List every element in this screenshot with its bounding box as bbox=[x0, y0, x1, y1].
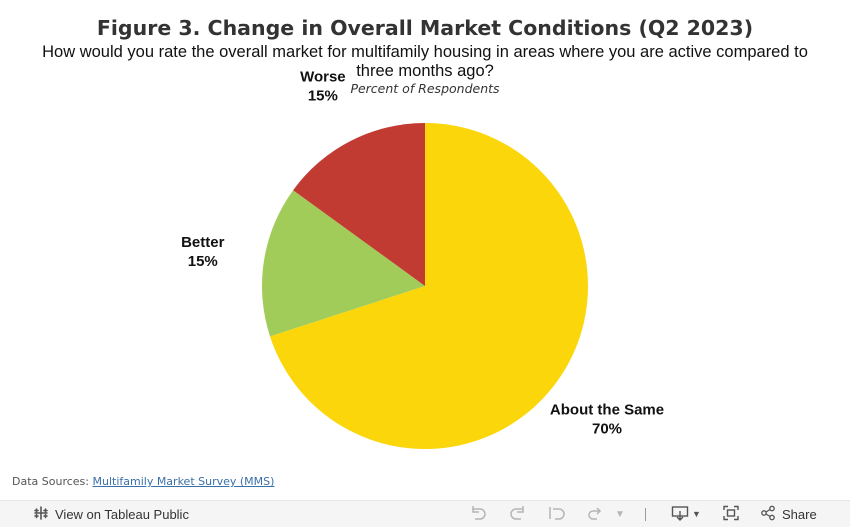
share-button[interactable]: Share bbox=[760, 501, 817, 527]
pie-chart: About the Same 70% Better 15% Worse 15% bbox=[181, 69, 664, 449]
slice-value-label: 15% bbox=[188, 253, 218, 270]
undo-icon bbox=[469, 505, 487, 525]
pie-slice-about-the-same[interactable] bbox=[269, 123, 588, 449]
tableau-logo-icon bbox=[33, 505, 49, 525]
view-on-tableau-label: View on Tableau Public bbox=[55, 507, 189, 522]
chart-caption: Percent of Respondents bbox=[350, 81, 500, 96]
toolbar-divider bbox=[645, 508, 646, 521]
refresh-dropdown-button[interactable]: ▼ bbox=[615, 501, 625, 527]
chevron-down-icon: ▼ bbox=[615, 508, 625, 520]
revert-icon bbox=[548, 505, 566, 525]
source-prefix: Data Sources: bbox=[12, 475, 89, 488]
view-on-tableau-button[interactable]: View on Tableau Public bbox=[33, 501, 189, 527]
slice-label-better: Better 15% bbox=[181, 234, 225, 270]
fullscreen-icon bbox=[722, 505, 740, 525]
share-label: Share bbox=[782, 507, 817, 522]
refresh-button[interactable] bbox=[586, 501, 604, 527]
slice-category-label: Worse bbox=[300, 69, 346, 86]
download-icon bbox=[671, 505, 689, 525]
chart-subtitle: How would you rate the overall market fo… bbox=[42, 43, 808, 80]
slice-value-label: 15% bbox=[308, 88, 338, 105]
redo-button[interactable] bbox=[509, 501, 527, 527]
tableau-toolbar: View on Tableau Public ▼ ▼ bbox=[0, 500, 850, 527]
pie-slice-better[interactable] bbox=[262, 190, 425, 337]
source-link[interactable]: Multifamily Market Survey (MMS) bbox=[92, 475, 275, 488]
slice-category-label: About the Same bbox=[550, 401, 664, 418]
redo-icon bbox=[509, 505, 527, 525]
share-icon bbox=[760, 505, 776, 525]
slice-label-worse: Worse 15% bbox=[300, 69, 346, 105]
refresh-icon bbox=[586, 505, 604, 525]
undo-button[interactable] bbox=[469, 501, 487, 527]
pie-slice-worse[interactable] bbox=[293, 123, 425, 286]
revert-button[interactable] bbox=[548, 501, 566, 527]
slice-category-label: Better bbox=[181, 234, 225, 251]
slice-label-about-the-same: About the Same 70% bbox=[550, 401, 664, 437]
fullscreen-button[interactable] bbox=[722, 501, 740, 527]
slice-value-label: 70% bbox=[592, 420, 622, 437]
data-sources: Data Sources: Multifamily Market Survey … bbox=[12, 475, 274, 488]
download-button[interactable]: ▼ bbox=[671, 501, 701, 527]
download-chevron-icon: ▼ bbox=[692, 509, 701, 519]
chart-title: Figure 3. Change in Overall Market Condi… bbox=[96, 16, 754, 40]
